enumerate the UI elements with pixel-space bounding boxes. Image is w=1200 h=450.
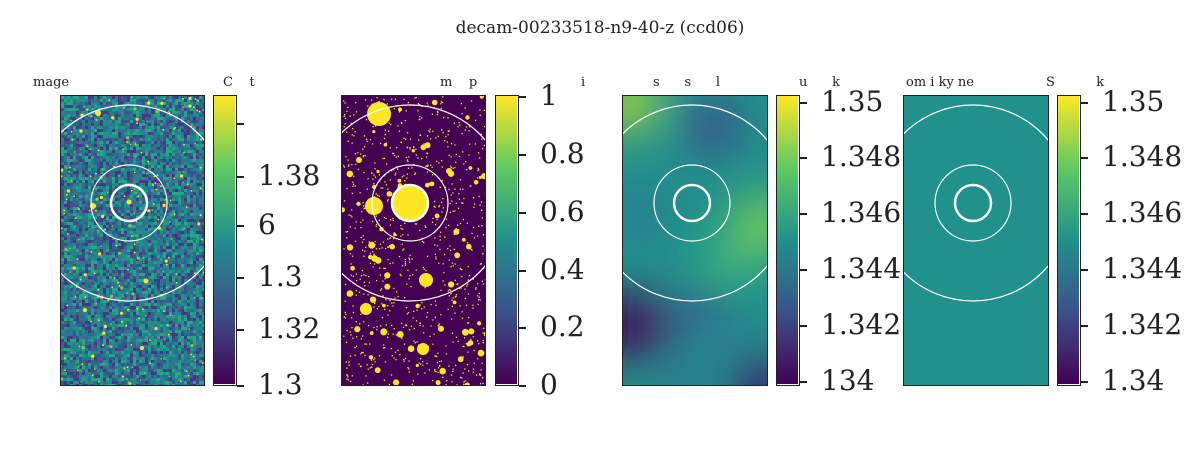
panel-4-constant-sky [903,95,1049,386]
middle-circle [934,164,1012,242]
colorbar-gradient [1058,96,1079,384]
colorbar-tick [237,176,244,178]
colorbar-tick-label: 1.342 [1102,308,1183,341]
colorbar-tick [237,277,244,279]
panel-2-mask [341,95,486,386]
colorbar-tick-label: 134 [821,364,875,397]
panel-4-title: om i ky ne [906,75,974,90]
colorbar-tick-label: 1.348 [1102,140,1183,173]
colorbar-tick-label: 0.8 [540,137,585,170]
panel-2-colorbar-title: i [581,75,586,90]
colorbar-tick-label: 0 [540,368,558,401]
colorbar-tick-label: 1.3 [258,260,303,293]
panel-1-colorbar [213,95,237,386]
middle-circle [653,164,731,242]
colorbar-tick [237,123,244,125]
outer-circle [61,104,204,302]
colorbar-gradient [777,96,798,384]
panel-3-colorbar [776,95,800,386]
colorbar-tick-label: 1.35 [1102,85,1165,118]
colorbar-tick-label: 1 [540,79,558,112]
colorbar-tick [800,157,807,159]
colorbar-tick-label: 1.342 [821,308,902,341]
colorbar-tick [237,329,244,331]
colorbar-tick [1081,269,1088,271]
noise-pixels [61,96,204,385]
outer-circle [342,104,485,302]
colorbar-tick-label: 1.35 [821,85,884,118]
colorbar-tick [800,102,807,104]
middle-circle [90,164,168,242]
colorbar-tick-label: 0.4 [540,253,585,286]
colorbar-tick [1081,325,1088,327]
inner-circle [390,183,430,223]
colorbar-gradient [496,96,517,384]
colorbar-tick [1081,102,1088,104]
colorbar-tick-label: 1.38 [258,159,321,192]
colorbar-tick [519,212,526,214]
outer-circle [623,104,767,302]
bright-sources [61,96,204,385]
colorbar-tick [1081,381,1088,383]
sky-blobs [623,96,767,385]
outer-circle [904,104,1048,302]
colorbar-tick-label: 1.346 [1102,196,1183,229]
panel-1-colorbar-title: C t [223,75,255,90]
panel-3-title: s s l [653,75,721,90]
panel-2-colorbar [495,95,519,386]
colorbar-tick [519,385,526,387]
colorbar-tick [800,381,807,383]
colorbar-tick [1081,213,1088,215]
colorbar-tick-label: 1.344 [821,252,902,285]
colorbar-tick [800,325,807,327]
colorbar-tick-label: 1.346 [821,196,902,229]
colorbar-tick-label: 1.34 [1102,364,1165,397]
colorbar-tick [800,269,807,271]
colorbar-tick [519,270,526,272]
panel-3-colorbar-title: u k [799,75,841,90]
colorbar-tick-label: 1.344 [1102,252,1183,285]
colorbar-tick [519,154,526,156]
panel-1-title: mage [33,75,70,90]
inner-circle [672,183,712,223]
inner-circle [109,183,149,223]
colorbar-tick-label: 0.2 [540,310,585,343]
colorbar-tick [237,385,244,387]
colorbar-tick-label: 0.6 [540,195,585,228]
colorbar-gradient [214,96,235,384]
colorbar-tick [1081,157,1088,159]
colorbar-tick [519,327,526,329]
colorbar-tick [800,213,807,215]
panel-3-sky [622,95,768,386]
panel-2-title: m p [440,75,478,90]
panel-4-colorbar [1057,95,1081,386]
colorbar-tick [237,225,244,227]
colorbar-tick-label: 1.3 [258,368,303,401]
inner-circle [953,183,993,223]
colorbar-tick [519,96,526,98]
figure-title: decam-00233518-n9-40-z (ccd06) [455,18,745,38]
panel-4-colorbar-title: S k [1046,75,1105,90]
panel-1-image [60,95,205,386]
colorbar-tick-label: 6 [258,208,276,241]
middle-circle [371,164,449,242]
colorbar-tick-label: 1.32 [258,312,321,345]
colorbar-tick-label: 1.348 [821,140,902,173]
